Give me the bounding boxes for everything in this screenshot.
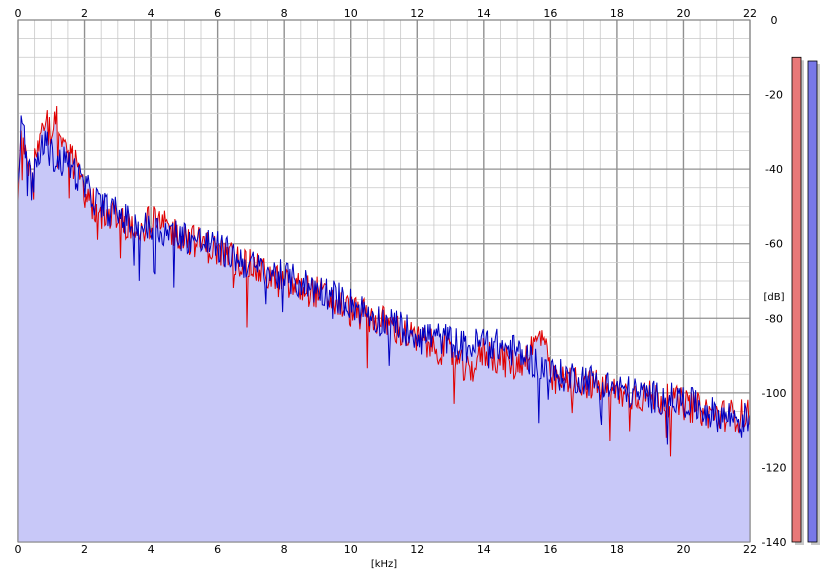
y-tick-label: -140: [762, 536, 787, 549]
y-tick-label: -20: [765, 89, 783, 102]
y-tick-label: -80: [765, 312, 783, 325]
x-axis-label: [kHz]: [371, 559, 397, 570]
x-tick-label-bottom: 8: [281, 543, 288, 556]
x-tick-label-top: 6: [214, 7, 221, 20]
x-tick-label-bottom: 4: [148, 543, 155, 556]
x-tick-label-bottom: 12: [410, 543, 424, 556]
x-tick-label-bottom: 22: [743, 543, 757, 556]
x-tick-label-bottom: 16: [543, 543, 557, 556]
x-tick-label-top: 12: [410, 7, 424, 20]
x-tick-label-top: 18: [610, 7, 624, 20]
x-tick-label-top: 10: [344, 7, 358, 20]
x-tick-label-top: 0: [15, 7, 22, 20]
y-tick-label: 0: [771, 14, 778, 27]
level-meter-right: [807, 60, 818, 543]
plot-frame: [17, 19, 751, 543]
y-axis-label: [dB]: [763, 292, 784, 303]
level-meter-left: [791, 56, 802, 543]
series-line-right: [17, 115, 751, 445]
x-tick-label-bottom: 20: [676, 543, 690, 556]
level-meters: [791, 56, 820, 546]
x-tick-label-bottom: 0: [15, 543, 22, 556]
x-tick-label-bottom: 2: [81, 543, 88, 556]
x-tick-label-top: 20: [676, 7, 690, 20]
y-tick-label: -60: [765, 238, 783, 251]
y-tick-label: -100: [762, 387, 787, 400]
y-axis-tick-labels: 0 -20 -40 -60 -80 -100 -120 -140: [762, 14, 787, 549]
x-tick-label-top: 2: [81, 7, 88, 20]
x-tick-label-top: 8: [281, 7, 288, 20]
x-tick-label-top: 14: [477, 7, 491, 20]
x-axis-bottom-tick-labels: 0 2 4 6 8 10 12 14 16 18 20 22: [15, 543, 758, 556]
x-tick-label-bottom: 10: [344, 543, 358, 556]
y-tick-label: -40: [765, 163, 783, 176]
x-tick-label-bottom: 14: [477, 543, 491, 556]
x-tick-label-top: 4: [148, 7, 155, 20]
series-layer: [17, 105, 751, 457]
x-axis-top-tick-labels: 0 2 4 6 8 10 12 14 16 18 20 22: [15, 7, 758, 20]
x-tick-label-bottom: 18: [610, 543, 624, 556]
x-tick-label-bottom: 6: [214, 543, 221, 556]
x-tick-label-top: 22: [743, 7, 757, 20]
y-tick-label: -120: [762, 461, 787, 474]
x-tick-label-top: 16: [543, 7, 557, 20]
